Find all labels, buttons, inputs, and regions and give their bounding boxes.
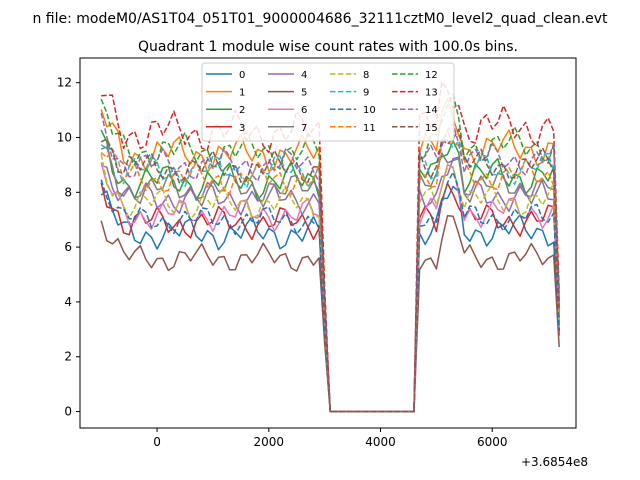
y-tick-label: 8	[64, 185, 72, 199]
y-tick-label: 6	[64, 240, 72, 254]
series-line-3	[100, 182, 560, 413]
y-tick-label: 10	[57, 130, 72, 144]
legend-label-14: 14	[425, 105, 438, 116]
legend-label-13: 13	[425, 88, 438, 99]
series-line-10	[100, 171, 560, 413]
x-tick-label: 6000	[477, 435, 508, 449]
chart-title: Quadrant 1 module wise count rates with …	[138, 39, 518, 55]
series-line-8	[100, 153, 560, 413]
series-line-4	[101, 156, 560, 413]
series-line-14	[100, 112, 560, 413]
y-tick-label: 12	[57, 76, 72, 90]
legend-label-1: 1	[239, 88, 245, 99]
legend-label-9: 9	[363, 88, 369, 99]
legend-label-11: 11	[363, 123, 376, 134]
legend-label-6: 6	[301, 105, 307, 116]
series-line-5	[100, 215, 560, 413]
plot-frame	[79, 57, 577, 429]
legend-label-2: 2	[239, 105, 245, 116]
x-tick-label: 0	[153, 435, 161, 449]
legend-label-8: 8	[363, 70, 369, 81]
legend-label-12: 12	[425, 70, 438, 81]
y-tick-label: 0	[64, 405, 72, 419]
series-layer	[100, 81, 560, 413]
x-tick-label: 4000	[365, 435, 396, 449]
series-line-9	[100, 138, 560, 413]
figure-suptitle: n file: modeM0/AS1T04_051T01_9000004686_…	[32, 11, 608, 27]
legend-label-4: 4	[301, 70, 307, 81]
legend-label-0: 0	[239, 70, 245, 81]
legend-label-5: 5	[301, 88, 307, 99]
legend-label-7: 7	[301, 123, 307, 134]
y-tick-label: 2	[64, 350, 72, 364]
y-tick-label: 4	[64, 295, 72, 309]
legend-label-10: 10	[363, 105, 376, 116]
series-line-7	[100, 146, 560, 413]
x-tick-label: 2000	[254, 435, 285, 449]
x-offset-label: +3.6854e8	[521, 455, 588, 469]
legend-label-3: 3	[239, 123, 245, 134]
series-line-12	[100, 93, 560, 413]
legend-box	[201, 62, 455, 142]
series-line-0	[100, 185, 560, 413]
legend-label-15: 15	[425, 123, 438, 134]
